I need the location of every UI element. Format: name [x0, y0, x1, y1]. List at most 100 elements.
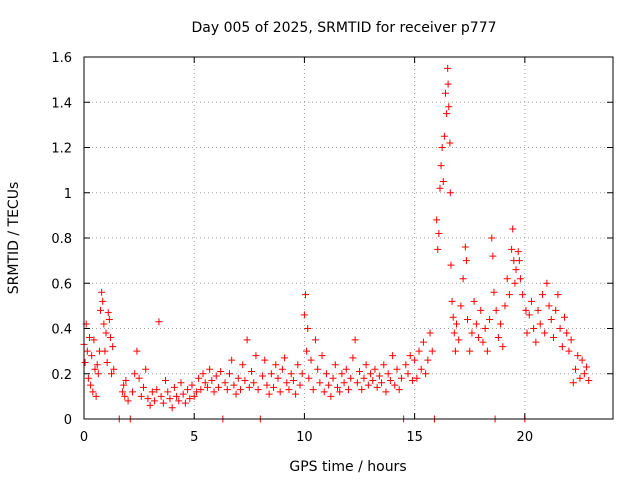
data-point	[525, 311, 533, 319]
data-points	[80, 64, 593, 423]
data-point	[179, 390, 187, 398]
data-point	[440, 132, 448, 140]
data-point	[371, 365, 379, 373]
data-point	[166, 395, 174, 403]
data-point	[133, 347, 141, 355]
y-tick-label: 1.6	[51, 51, 72, 66]
data-point	[417, 365, 425, 373]
x-tick-label: 15	[406, 430, 423, 445]
data-point	[356, 367, 364, 375]
data-point	[347, 374, 355, 382]
data-point	[497, 320, 505, 328]
data-point	[263, 381, 271, 389]
data-point	[214, 383, 222, 391]
data-point	[486, 315, 494, 323]
data-point	[483, 347, 491, 355]
data-point	[444, 64, 452, 72]
data-point	[195, 374, 203, 382]
data-point	[110, 365, 118, 373]
y-tick-label: 0.8	[51, 232, 72, 247]
data-point	[446, 189, 454, 197]
data-point	[86, 334, 94, 342]
data-point	[217, 367, 225, 375]
data-point	[439, 177, 447, 185]
data-point	[199, 370, 207, 378]
data-point	[93, 361, 101, 369]
data-point	[92, 392, 100, 400]
data-point	[393, 365, 401, 373]
x-tick-label: 5	[190, 430, 198, 445]
data-point	[563, 329, 571, 337]
data-point	[181, 399, 189, 407]
data-point	[287, 370, 295, 378]
data-point	[501, 302, 509, 310]
data-point	[558, 343, 566, 351]
data-point	[276, 388, 284, 396]
data-point	[479, 338, 487, 346]
data-point	[99, 297, 107, 305]
y-tick-label: 1.2	[51, 142, 72, 157]
data-point	[378, 379, 386, 387]
data-point	[519, 291, 527, 299]
data-point	[252, 352, 260, 360]
data-point	[375, 372, 383, 380]
data-point	[146, 401, 154, 409]
data-point	[472, 320, 480, 328]
data-point	[120, 381, 128, 389]
data-point	[446, 139, 454, 147]
data-point	[103, 358, 111, 366]
data-point	[327, 392, 335, 400]
data-point	[342, 365, 350, 373]
data-point	[453, 320, 461, 328]
data-point	[534, 306, 542, 314]
data-point	[411, 356, 419, 364]
data-point	[128, 388, 136, 396]
data-point	[369, 377, 377, 385]
data-point	[512, 266, 520, 274]
data-point	[142, 365, 150, 373]
data-point	[585, 377, 593, 385]
data-point	[316, 379, 324, 387]
x-axis-label: GPS time / hours	[289, 459, 406, 475]
data-point	[157, 392, 165, 400]
data-point	[549, 334, 557, 342]
data-point	[389, 352, 397, 360]
data-point	[583, 363, 591, 371]
data-point	[404, 370, 412, 378]
data-point	[148, 388, 156, 396]
data-point	[384, 370, 392, 378]
data-point	[543, 279, 551, 287]
data-point	[104, 309, 112, 317]
data-point	[225, 370, 233, 378]
data-point	[438, 144, 446, 151]
data-point	[197, 386, 205, 394]
data-point	[578, 356, 586, 364]
data-point	[124, 397, 132, 405]
data-point	[88, 352, 96, 360]
data-point	[98, 288, 106, 296]
x-tick-label: 20	[517, 430, 534, 445]
data-point	[331, 361, 339, 369]
data-point	[505, 291, 513, 299]
data-point	[402, 361, 410, 369]
data-point	[325, 381, 333, 389]
data-point	[345, 386, 352, 394]
data-point	[177, 379, 185, 387]
data-point	[515, 257, 523, 265]
data-point	[561, 313, 569, 321]
data-point	[538, 291, 546, 299]
data-point	[380, 361, 388, 369]
data-point	[272, 361, 280, 369]
data-point	[186, 395, 194, 403]
data-point	[444, 80, 452, 88]
data-point	[300, 311, 308, 319]
data-point	[281, 354, 289, 362]
data-point	[265, 390, 273, 398]
data-point	[303, 347, 311, 355]
data-point	[170, 383, 178, 391]
data-point	[580, 370, 588, 378]
data-point	[283, 379, 291, 387]
data-point	[547, 315, 555, 323]
data-point	[212, 372, 220, 380]
data-point	[541, 329, 549, 337]
